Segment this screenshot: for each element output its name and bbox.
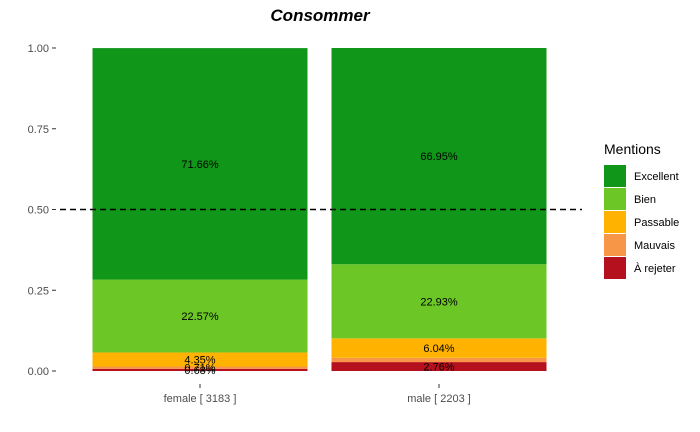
bar-segment-mauvais — [331, 357, 547, 363]
y-tick-label: 0.50 — [28, 205, 49, 217]
bar-segment-excellent — [331, 48, 547, 265]
legend-label: À rejeter — [634, 262, 676, 275]
chart-title: Consommer — [270, 6, 371, 25]
legend-swatch — [604, 257, 626, 279]
y-tick-label: 0.75 — [28, 124, 49, 136]
bar-segment-bien — [92, 279, 308, 353]
legend-swatch — [604, 234, 626, 256]
data-label: 0.68% — [184, 365, 215, 377]
bar-segment-passable — [331, 338, 547, 358]
x-tick-label: female [ 3183 ] — [164, 393, 237, 405]
data-label: 6.04% — [423, 343, 454, 355]
legend-label: Mauvais — [634, 240, 675, 252]
x-tick-label: male [ 2203 ] — [407, 393, 471, 405]
bars: 0.68%0.71%4.35% 22.57% 71.66% 2.76% 6.04% 22.… — [92, 48, 547, 377]
bar-segment-bien — [331, 264, 547, 339]
y-tick-label: 1.00 — [28, 43, 49, 55]
legend-label: Excellent — [634, 171, 679, 183]
data-label: 66.95% — [420, 151, 458, 163]
bar-segment--rejeter — [92, 368, 308, 371]
legend-label: Bien — [634, 194, 656, 206]
legend-label: Passable — [634, 217, 679, 229]
data-label: 4.35% — [184, 354, 215, 366]
legend-swatch — [604, 188, 626, 210]
bar-segment--rejeter — [331, 362, 547, 371]
bar-segment-mauvais — [92, 366, 308, 369]
y-tick-label: 0.25 — [28, 285, 49, 297]
bar-segment-passable — [92, 352, 308, 367]
legend: Mentions Excellent Bien Passable Mauvais À r… — [604, 141, 679, 279]
y-tick-label: 0.00 — [28, 366, 49, 378]
legend-swatch — [604, 165, 626, 187]
data-label: 2.76% — [423, 362, 454, 374]
x-axis: female [ 3183 ] male [ 2203 ] — [164, 384, 471, 405]
data-label: 71.66% — [181, 159, 219, 171]
y-axis: 0.00 0.25 0.50 0.75 1.00 — [28, 43, 56, 378]
legend-title: Mentions — [604, 141, 661, 157]
bar-segment-excellent — [92, 48, 308, 280]
data-label: 0.71% — [184, 363, 215, 375]
data-label: 22.93% — [420, 296, 458, 308]
legend-swatch — [604, 211, 626, 233]
data-label: 22.57% — [181, 311, 219, 323]
